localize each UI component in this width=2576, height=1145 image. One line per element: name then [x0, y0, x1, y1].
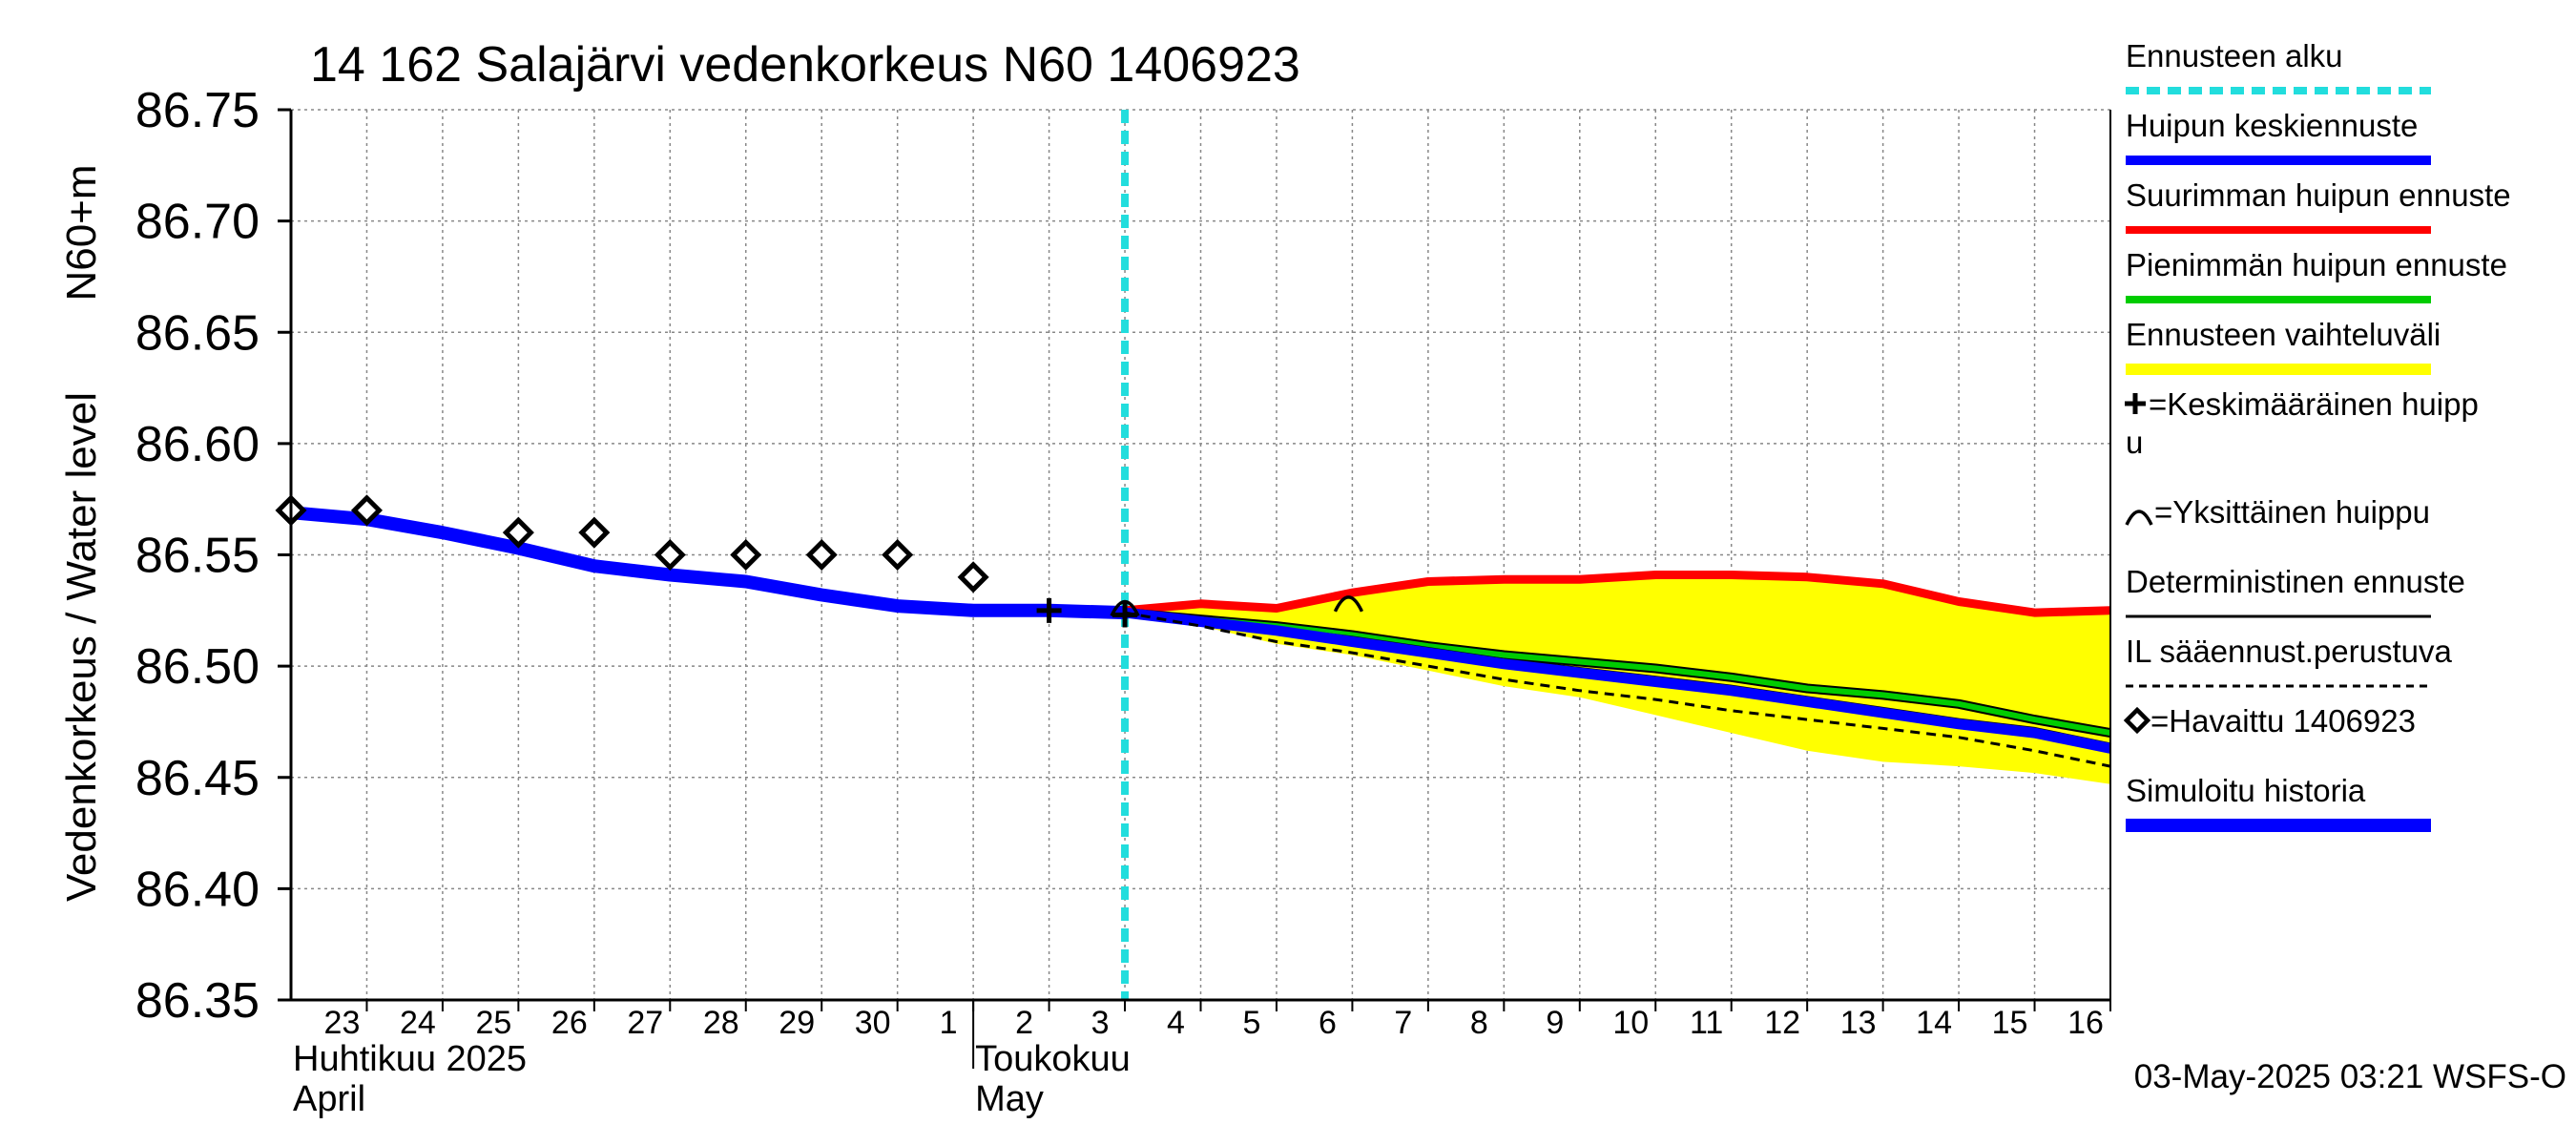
x-tick-label: 12 [1764, 1005, 1800, 1041]
x-tick-label: 14 [1916, 1005, 1952, 1041]
legend-label: =Keskimääräinen huipp [2149, 386, 2479, 422]
legend: Ennusteen alku Huipun keskiennuste Suurimm… [2123, 38, 2511, 832]
mean-peak-marker [1112, 602, 1138, 628]
x-tick-label: 26 [551, 1005, 588, 1041]
x-tick-label: 24 [400, 1005, 436, 1041]
x-tick-label: 23 [324, 1005, 361, 1041]
legend-label: IL sääennust.perustuva [2126, 634, 2452, 669]
legend-label: Deterministinen ennuste [2126, 564, 2465, 599]
single-peak-marker [1333, 595, 1364, 613]
month-label-fi: Huhtikuu 2025 [293, 1039, 527, 1079]
legend-label: Pienimmän huipun ennuste [2126, 247, 2507, 282]
observed-point [882, 538, 914, 572]
x-tick-label: 3 [1091, 1005, 1110, 1041]
legend-label: =Havaittu 1406923 [2150, 703, 2416, 739]
legend-label: Suurimman huipun ennuste [2126, 177, 2511, 213]
observed-point [805, 538, 838, 572]
observed-point [730, 538, 762, 572]
legend-label: Ennusteen alku [2126, 38, 2343, 73]
legend-swatch-arc [2125, 510, 2153, 526]
x-tick-label: 25 [475, 1005, 511, 1041]
timestamp-footer: 03-May-2025 03:21 WSFS-O [2134, 1058, 2566, 1095]
y-tick-label: 86.50 [135, 639, 260, 695]
legend-label: =Yksittäinen huippu [2154, 494, 2430, 530]
legend-label: Ennusteen vaihteluväli [2126, 317, 2441, 352]
legend-label-wrap: u [2126, 425, 2143, 460]
month-label-fi: Toukokuu [975, 1039, 1131, 1079]
y-tick-label: 86.70 [135, 195, 260, 250]
x-tick-label: 16 [2067, 1005, 2104, 1041]
y-tick-label: 86.55 [135, 529, 260, 584]
observed-point [654, 538, 686, 572]
x-tick-label: 13 [1840, 1005, 1877, 1041]
chart-title: 14 162 Salajärvi vedenkorkeus N60 140692… [310, 37, 1300, 93]
x-tick-label: 15 [1992, 1005, 2028, 1041]
x-tick-label: 30 [855, 1005, 891, 1041]
simulated-history-line [284, 506, 1132, 620]
month-label-en: May [975, 1079, 1044, 1119]
x-tick-label: 7 [1394, 1005, 1412, 1041]
month-label-en: April [293, 1079, 365, 1119]
axes: 86.35 86.40 86.45 86.50 86.55 86.60 86.65 86.70… [135, 83, 2111, 1119]
legend-label: Huipun keskiennuste [2126, 108, 2418, 143]
plot-area [275, 109, 2112, 1000]
x-tick-label: 9 [1546, 1005, 1564, 1041]
y-axis-label: Vedenkorkeus / Water level [58, 392, 105, 902]
max-peak-forecast-line [1124, 571, 2111, 617]
y-axis-unit-label: N60+m [58, 164, 105, 301]
x-tick-label: 11 [1690, 1005, 1723, 1041]
y-tick-label: 86.35 [135, 973, 260, 1029]
observed-point [957, 561, 989, 593]
single-peak-marker [1110, 599, 1140, 617]
legend-label: Simuloitu historia [2126, 773, 2366, 808]
x-tick-label: 27 [627, 1005, 663, 1041]
legend-swatch-plus [2125, 393, 2146, 414]
x-tick-label: 2 [1015, 1005, 1033, 1041]
legend-swatch-diamond [2123, 706, 2151, 735]
observed-point [350, 494, 383, 527]
x-tick-label: 4 [1167, 1005, 1185, 1041]
y-tick-label: 86.45 [135, 751, 260, 806]
x-tick-label: 10 [1612, 1005, 1649, 1041]
observed-point [502, 516, 534, 549]
x-tick-label: 5 [1242, 1005, 1260, 1041]
observed-point [578, 516, 611, 549]
mean-peak-marker [1036, 597, 1062, 623]
weather-forecast-dashed-line [1124, 611, 2111, 768]
y-tick-label: 86.65 [135, 305, 260, 361]
x-tick-label: 8 [1470, 1005, 1488, 1041]
y-tick-label: 86.75 [135, 83, 260, 138]
x-tick-label: 29 [779, 1005, 815, 1041]
y-tick-label: 86.60 [135, 417, 260, 472]
x-tick-label: 28 [703, 1005, 739, 1041]
y-tick-label: 86.40 [135, 862, 260, 917]
x-tick-label: 1 [940, 1005, 958, 1041]
mean-peak-forecast-line [1124, 607, 2112, 754]
x-tick-label: 6 [1319, 1005, 1337, 1041]
